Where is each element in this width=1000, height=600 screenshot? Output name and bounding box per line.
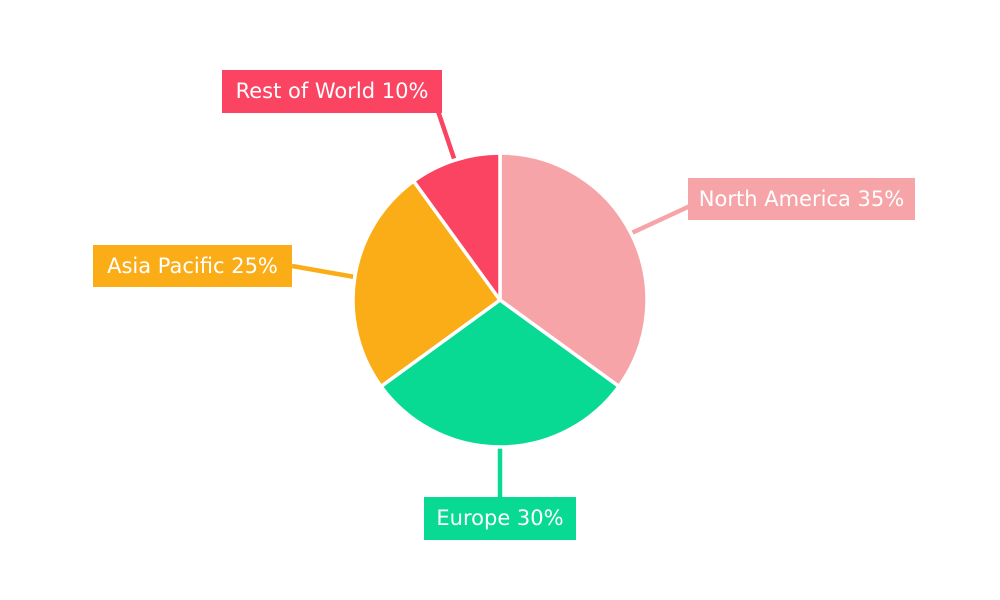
pie-slice-north-america xyxy=(498,151,649,389)
slice-label-europe: Europe 30% xyxy=(424,497,576,540)
slice-label-rest-of-world: Rest of World 10% xyxy=(222,70,442,113)
pie-slice-rest-of-world xyxy=(411,151,502,302)
slice-label-asia-pacific: Asia Pacific 25% xyxy=(93,245,292,287)
slice-label-north-america: North America 35% xyxy=(688,178,915,220)
pie-slice-europe xyxy=(379,298,621,449)
leader-line-rest-of-world xyxy=(435,110,457,161)
leader-line-north-america xyxy=(630,203,691,236)
leader-line-asia-pacific xyxy=(291,263,356,280)
pie-slice-asia-pacific xyxy=(351,179,502,389)
